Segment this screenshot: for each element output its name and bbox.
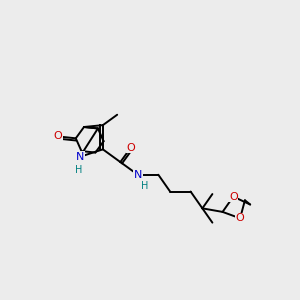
Text: O: O: [126, 143, 135, 153]
Text: O: O: [54, 131, 63, 142]
Text: H: H: [75, 165, 82, 175]
Text: O: O: [236, 213, 244, 223]
Text: N: N: [134, 170, 142, 180]
Text: O: O: [229, 192, 238, 202]
Text: N: N: [76, 152, 84, 162]
Text: H: H: [141, 181, 148, 190]
